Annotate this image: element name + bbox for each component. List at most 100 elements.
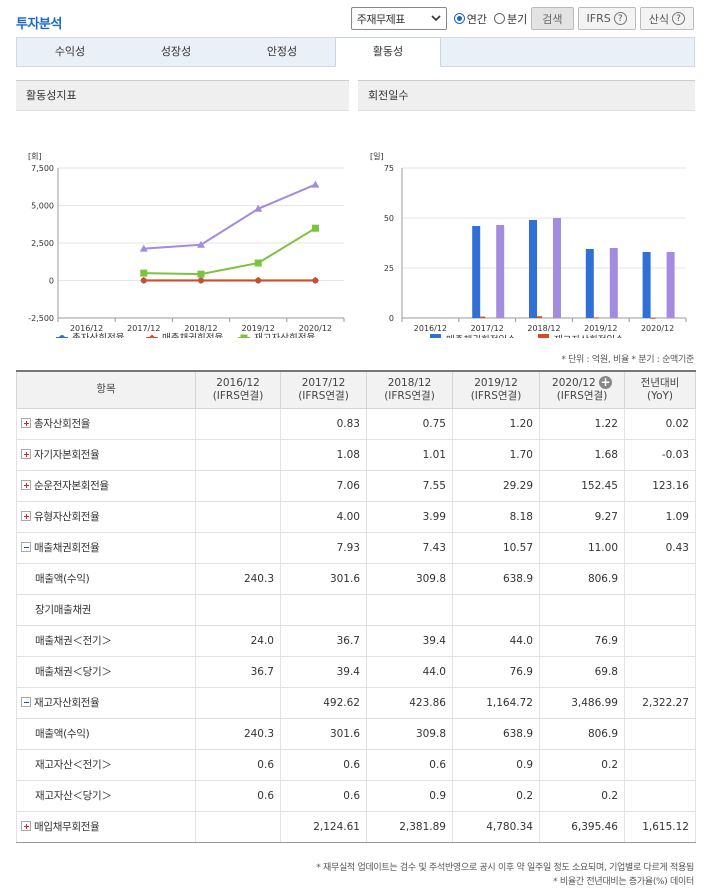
- x-tick-label: 2016/12: [70, 324, 103, 333]
- table-cell: 123.16: [624, 469, 696, 502]
- chevron-down-icon: [431, 12, 441, 25]
- column-header-year: 2019/12: [474, 376, 518, 389]
- ifrs-help-button[interactable]: IFRS ?: [577, 7, 636, 30]
- formula-help-button[interactable]: 산식 ?: [639, 7, 694, 30]
- activity-ratio-chart: [회] 7,500 5,000 2,500 0 -2,500 2016/12 2017/12 2…: [28, 152, 345, 338]
- bar-2: [593, 317, 599, 319]
- table-cell: 8.18: [452, 500, 540, 533]
- data-point: [139, 244, 148, 252]
- row-label: 매출액(수익): [16, 717, 196, 750]
- collapse-icon[interactable]: [21, 697, 31, 707]
- radio-quarter[interactable]: 분기: [494, 11, 527, 27]
- table-cell: 1,164.72: [452, 686, 540, 719]
- legend-marker: [148, 334, 156, 338]
- search-button[interactable]: 검색: [531, 7, 574, 30]
- table-cell: 806.9: [539, 562, 625, 595]
- expand-icon[interactable]: [21, 449, 31, 459]
- table-cell: 0.83: [280, 407, 367, 440]
- table-cell: [195, 531, 281, 564]
- table-cell: 1,615.12: [624, 810, 696, 843]
- x-tick-label: 2016/12: [414, 324, 447, 333]
- row-label: 매출액(수익): [16, 562, 196, 595]
- column-header-yoy: 전년대비 (YoY): [624, 370, 696, 409]
- table-cell: 0.9: [366, 779, 453, 812]
- table-cell: [280, 593, 367, 626]
- table-cell: 36.7: [195, 655, 281, 688]
- table-cell: [195, 500, 281, 533]
- table-cell: 0.2: [539, 748, 625, 781]
- table-cell: 7.55: [366, 469, 453, 502]
- table-cell: 1.01: [366, 438, 453, 471]
- row-label: 재고자산＜당기＞: [16, 779, 196, 812]
- tab-profitability[interactable]: 수익성: [54, 45, 86, 58]
- row-label[interactable]: 재고자산회전율: [16, 686, 196, 719]
- table-cell: 29.29: [452, 469, 540, 502]
- y-tick-label: 0: [389, 314, 394, 323]
- legend-marker: [240, 334, 248, 338]
- statement-select[interactable]: 주재무제표: [350, 7, 447, 30]
- table-row: 매출채권＜전기＞ 24.0 36.7 39.4 44.0 76.9: [16, 624, 696, 657]
- add-column-icon[interactable]: +: [598, 375, 612, 390]
- radio-annual-dot[interactable]: [453, 13, 465, 24]
- tab-activity[interactable]: 활동성: [335, 37, 441, 67]
- table-cell: 69.8: [539, 655, 625, 688]
- table-cell: 0.9: [452, 748, 540, 781]
- tab-growth[interactable]: 성장성: [160, 45, 192, 58]
- bar-4: [496, 225, 505, 318]
- expand-icon[interactable]: [21, 418, 31, 428]
- collapse-icon[interactable]: [21, 542, 31, 552]
- bar-1: [585, 249, 594, 318]
- row-label-text: 매출채권＜전기＞: [35, 635, 112, 647]
- table-cell: [195, 438, 281, 471]
- table-row: 장기매출채권: [16, 593, 696, 626]
- y-tick-label: 50: [384, 214, 394, 223]
- table-cell: 0.6: [195, 748, 281, 781]
- activity-ratio-panel: 활동성지표 [회] 7,500 5,000 2,500 0 -2,500 2016/12 20…: [16, 80, 349, 338]
- column-header-year: 2017/12: [301, 376, 346, 389]
- toolbar: 주재무제표 연간 분기 검색 IFRS ? 산식 ?: [350, 7, 694, 30]
- row-label: 매출채권＜당기＞: [16, 655, 196, 688]
- expand-icon[interactable]: [21, 480, 31, 490]
- column-header: 2018/12 (IFRS연결): [366, 370, 453, 409]
- radio-quarter-dot[interactable]: [494, 13, 506, 24]
- table-cell: 0.43: [624, 531, 696, 564]
- column-header-yoy-label: 전년대비: [640, 376, 680, 389]
- table-row: 자기자본회전율 1.08 1.01 1.70 1.68 -0.03: [16, 438, 696, 471]
- radio-annual[interactable]: 연간: [453, 11, 488, 27]
- y-tick-label: 25: [384, 264, 394, 273]
- table-cell: 7.06: [280, 469, 367, 502]
- table-cell: 4.00: [280, 500, 367, 533]
- y-tick-label: 5,000: [31, 202, 54, 211]
- table-cell: [624, 655, 696, 688]
- row-label[interactable]: 자기자본회전율: [16, 438, 196, 471]
- x-tick-label: 2018/12: [184, 324, 217, 333]
- row-label[interactable]: 순운전자본회전율: [16, 469, 196, 502]
- row-label-text: 재고자산＜당기＞: [35, 790, 112, 802]
- tab-stability[interactable]: 안정성: [266, 45, 298, 58]
- row-label[interactable]: 매출채권회전율: [16, 531, 196, 564]
- expand-icon[interactable]: [21, 821, 31, 831]
- y-axis-unit: [일]: [370, 152, 384, 161]
- table-cell: 6,395.46: [539, 810, 625, 843]
- table-cell: 39.4: [280, 655, 367, 688]
- row-label: 장기매출채권: [16, 593, 196, 626]
- table-cell: 638.9: [452, 562, 540, 595]
- row-label[interactable]: 총자산회전율: [16, 407, 196, 440]
- table-cell: [624, 717, 696, 750]
- turnover-days-chart: [일]75 50 25 0 2016/12 2017/12 2018/12 2019/12 20…: [370, 152, 687, 338]
- row-label: 매출채권＜전기＞: [16, 624, 196, 657]
- question-icon: ?: [613, 12, 627, 25]
- row-label[interactable]: 매입채무회전율: [16, 810, 196, 843]
- table-row: 매출액(수익) 240.3 301.6 309.8 638.9 806.9: [16, 562, 696, 595]
- row-label[interactable]: 유형자산회전율: [16, 500, 196, 533]
- bar-2: [480, 316, 486, 318]
- table-cell: 4,780.34: [452, 810, 540, 843]
- radio-annual-label: 연간: [466, 12, 488, 26]
- expand-icon[interactable]: [21, 511, 31, 521]
- x-tick-label: 2019/12: [242, 324, 275, 333]
- legend-label: 재고자산회전율: [254, 333, 315, 338]
- data-point: [311, 276, 319, 284]
- data-point: [311, 224, 319, 232]
- table-cell: 0.6: [280, 779, 367, 812]
- bar-1: [642, 252, 651, 318]
